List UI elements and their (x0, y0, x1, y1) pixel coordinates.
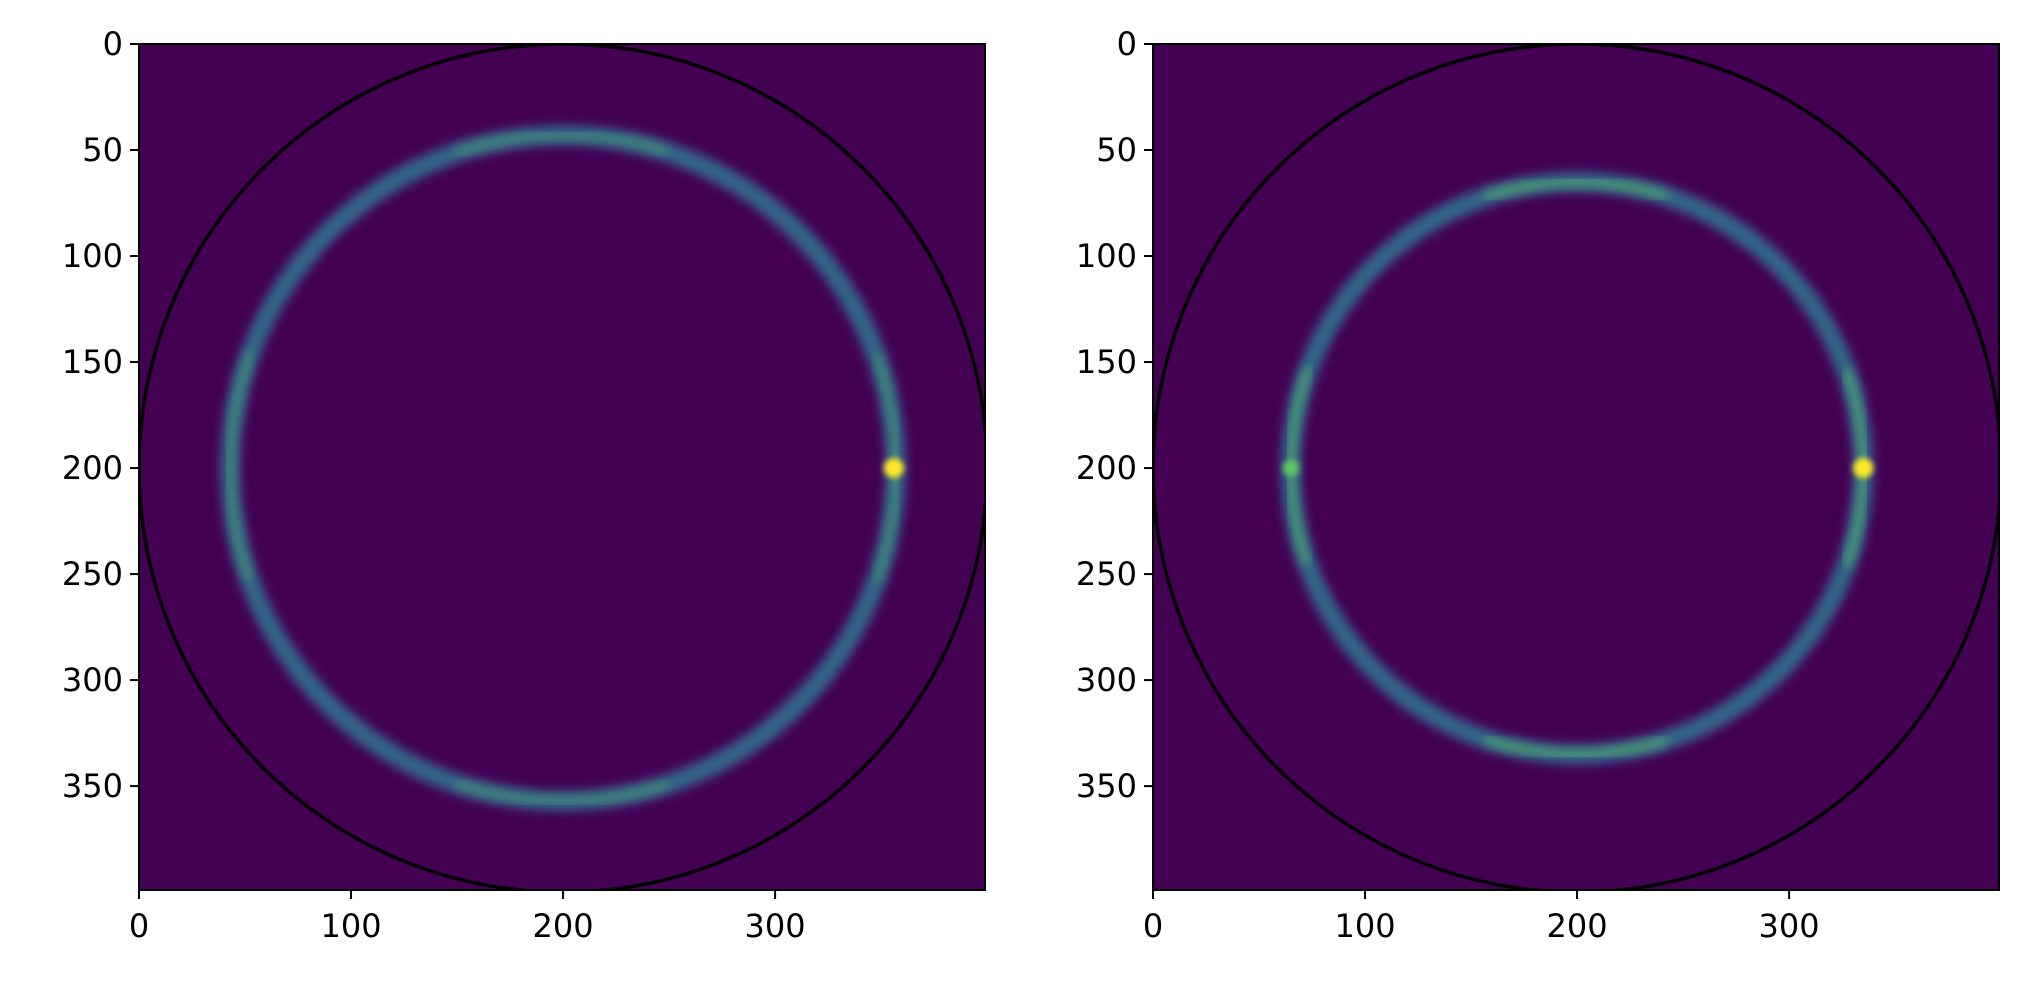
y-tick-label: 150 (62, 343, 123, 381)
y-tick-label: 250 (62, 555, 123, 593)
y-tick-label: 50 (82, 131, 123, 169)
ring-bright-arc (453, 778, 670, 806)
y-tick-label: 300 (62, 661, 123, 699)
y-tick-label: 50 (1096, 131, 1137, 169)
x-tick-label: 300 (1759, 907, 1820, 945)
y-tick-label: 0 (1117, 25, 1137, 63)
y-tick-label: 350 (1076, 767, 1137, 805)
x-tick-label: 300 (745, 907, 806, 945)
y-tick-label: 150 (1076, 343, 1137, 381)
heatmap-background (139, 44, 985, 890)
y-tick-label: 100 (1076, 237, 1137, 275)
y-tick-label: 0 (103, 25, 123, 63)
x-tick-label: 200 (533, 907, 594, 945)
y-tick-label: 200 (62, 449, 123, 487)
heatmap-content (1153, 44, 1999, 890)
x-tick-label: 0 (129, 907, 149, 945)
intensity-peak (1853, 458, 1874, 479)
y-tick-label: 350 (62, 767, 123, 805)
intensity-peak (1282, 460, 1299, 477)
x-tick-label: 0 (1143, 907, 1163, 945)
ring-bright-arc (453, 130, 670, 158)
y-tick-label: 250 (1076, 555, 1137, 593)
intensity-peak (883, 458, 904, 479)
y-tick-label: 200 (1076, 449, 1137, 487)
ring-bright-arc (1483, 734, 1669, 759)
x-tick-label: 100 (1334, 907, 1395, 945)
panel-2: 0 50 100 150 200 250 300 350 0 100 200 300 (1076, 25, 2000, 945)
x-tick-label: 100 (320, 907, 381, 945)
panel-1: 0 50 100 150 200 250 300 350 0 100 200 300 (62, 25, 986, 945)
axes-frame (1152, 43, 2000, 891)
ring-bright-arc (1483, 177, 1669, 202)
x-tick-label: 200 (1547, 907, 1608, 945)
y-tick-label: 100 (62, 237, 123, 275)
y-tick-label: 300 (1076, 661, 1137, 699)
axes-frame (138, 43, 986, 891)
ring-bright-arc (225, 349, 256, 582)
